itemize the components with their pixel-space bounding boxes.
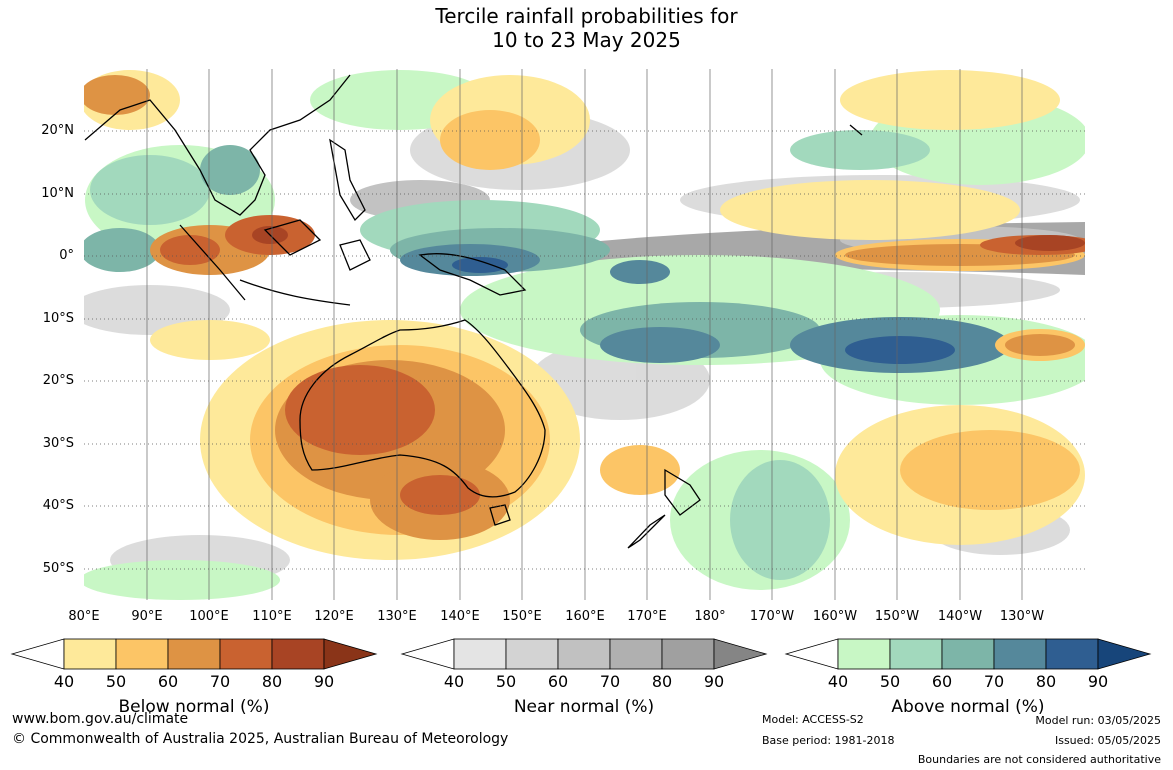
- lon-tick-130e: 130°E: [377, 609, 417, 624]
- colourbar-tick-label: 50: [879, 672, 901, 691]
- copyright-text: © Commonwealth of Australia 2025, Austra…: [12, 731, 509, 747]
- lon-tick-150w: 150°W: [874, 609, 920, 624]
- model-run-date: Model run: 03/05/2025: [1035, 714, 1161, 727]
- lat-tick-30s: 30°S: [42, 436, 74, 451]
- lon-tick-100e: 100°E: [189, 609, 229, 624]
- colourbar-low-extend: [400, 638, 455, 670]
- lat-tick-50s: 50°S: [42, 561, 74, 576]
- colourbar-tick-label: 70: [983, 672, 1005, 691]
- lon-tick-150e: 150°E: [502, 609, 542, 624]
- colourbar-above-normal: [784, 638, 1152, 670]
- colourbar-tick-label: 80: [1035, 672, 1057, 691]
- colourbar-tick-label: 40: [827, 672, 849, 691]
- colourbar-high-extend: [323, 638, 378, 670]
- lon-tick-180: 180°: [694, 609, 726, 624]
- lon-tick-140e: 140°E: [440, 609, 480, 624]
- colourbar-bin: [661, 638, 715, 670]
- probability-field: [84, 69, 1085, 600]
- lon-tick-130w: 130°W: [999, 609, 1045, 624]
- colourbar-tick-label: 60: [157, 672, 179, 691]
- colourbar-low-extend: [784, 638, 839, 670]
- title-line-1: Tercile rainfall probabilities for: [435, 4, 738, 28]
- website-link[interactable]: www.bom.gov.au/climate: [12, 711, 189, 727]
- colourbar-low-extend: [10, 638, 65, 670]
- colourbar-tick-label: 40: [443, 672, 465, 691]
- colourbar-tick-label: 80: [261, 672, 283, 691]
- colourbar-tick-label: 90: [1087, 672, 1109, 691]
- colourbar-bin: [271, 638, 325, 670]
- colourbar-bin: [941, 638, 995, 670]
- lon-tick-80e: 80°E: [68, 609, 100, 624]
- colourbar-tick-label: 90: [703, 672, 725, 691]
- model-name: Model: ACCESS-S2: [762, 713, 864, 726]
- colourbars: [10, 638, 1152, 670]
- boundary-disclaimer: Boundaries are not considered authoritat…: [917, 753, 1161, 766]
- lon-tick-170w: 170°W: [749, 609, 795, 624]
- colourbar-bin: [609, 638, 663, 670]
- colourbar-tick-label: 90: [313, 672, 335, 691]
- lon-tick-140w: 140°W: [937, 609, 983, 624]
- colourbar-near-normal: [400, 638, 768, 670]
- lon-tick-120e: 120°E: [314, 609, 354, 624]
- lon-tick-160w: 160°W: [812, 609, 858, 624]
- colourbar-bin: [115, 638, 169, 670]
- colourbar-bin: [557, 638, 611, 670]
- colourbar-bin: [219, 638, 273, 670]
- colourbar-bin: [167, 638, 221, 670]
- colourbar-bin: [453, 638, 507, 670]
- colourbar-tick-label: 40: [53, 672, 75, 691]
- colourbar-high-extend: [713, 638, 768, 670]
- lat-tick-20n: 20°N: [41, 123, 74, 138]
- colourbar-bin: [1045, 638, 1099, 670]
- colourbar-bin: [889, 638, 943, 670]
- below-normal-90: [252, 226, 1085, 251]
- colourbar-high-extend: [1097, 638, 1152, 670]
- colourbar-tick-label: 60: [931, 672, 953, 691]
- legend-title-above: Above normal (%): [891, 697, 1045, 717]
- coastlines: [84, 74, 863, 549]
- legend-title-near: Near normal (%): [513, 697, 655, 717]
- above-normal-90: [452, 257, 955, 364]
- lat-tick-10n: 10°N: [41, 186, 74, 201]
- colourbar-tick-label: 80: [651, 672, 673, 691]
- issued-date: Issued: 05/05/2025: [1054, 734, 1161, 747]
- base-period: Base period: 1981-2018: [762, 734, 895, 747]
- lat-tick-10s: 10°S: [42, 311, 74, 326]
- colourbar-tick-label: 70: [209, 672, 231, 691]
- gridlines: [84, 130, 1085, 570]
- legend-title-below: Below normal (%): [118, 697, 270, 717]
- lon-tick-90e: 90°E: [131, 609, 163, 624]
- lon-tick-160e: 160°E: [565, 609, 605, 624]
- lat-tick-20s: 20°S: [42, 373, 74, 388]
- colourbar-bin: [837, 638, 891, 670]
- lon-tick-110e: 110°E: [252, 609, 292, 624]
- colourbar-tick-label: 60: [547, 672, 569, 691]
- lat-tick-40s: 40°S: [42, 498, 74, 513]
- colourbar-below-normal: [10, 638, 378, 670]
- lon-tick-170e: 170°E: [627, 609, 667, 624]
- meridians: [146, 69, 1023, 600]
- map-title: Tercile rainfall probabilities for 10 to…: [0, 4, 1173, 52]
- colourbar-tick-label: 70: [599, 672, 621, 691]
- title-line-2: 10 to 23 May 2025: [492, 28, 681, 52]
- colourbar-tick-label: 50: [105, 672, 127, 691]
- colourbar-tick-label: 50: [495, 672, 517, 691]
- lat-tick-0: 0°: [59, 248, 74, 263]
- colourbar-bin: [993, 638, 1047, 670]
- colourbar-bin: [63, 638, 117, 670]
- colourbar-bin: [505, 638, 559, 670]
